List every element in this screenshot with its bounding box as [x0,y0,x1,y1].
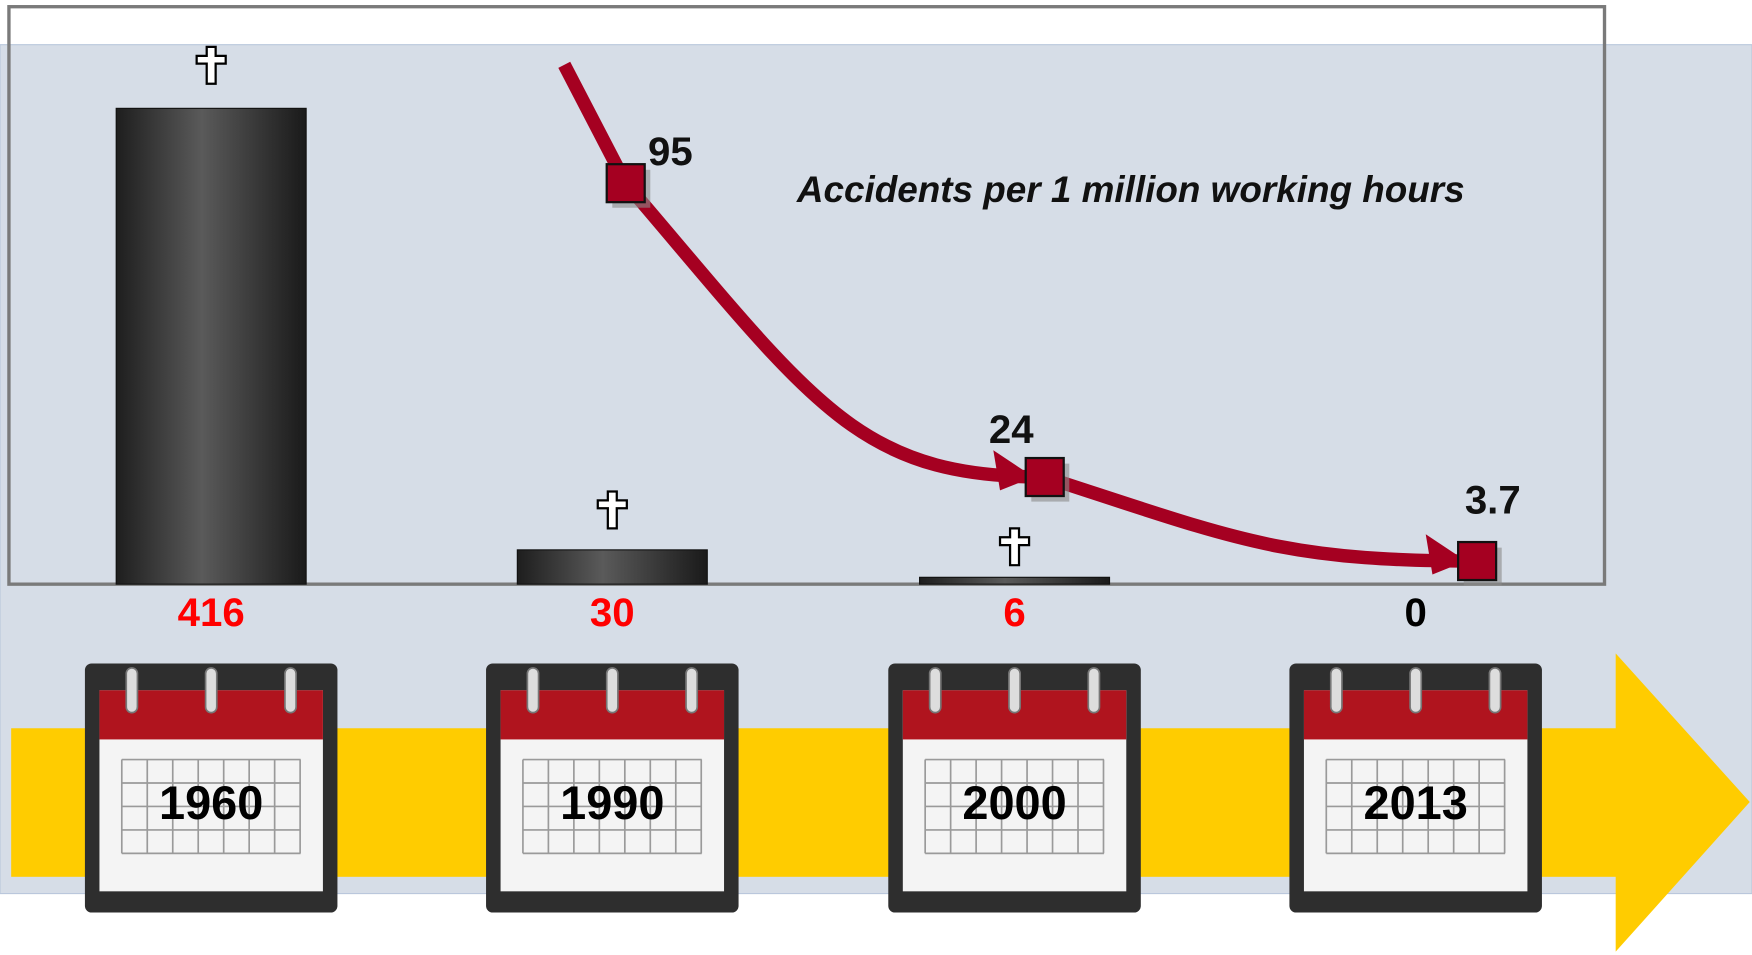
calendar-icon: 1960 [85,663,338,912]
calendar-ring [686,668,697,713]
calendar-ring [1489,668,1500,713]
page: {"chart_data": { "type": "bar", "annotat… [0,0,1752,955]
bar [517,550,707,584]
bar [116,108,306,584]
bar-value-label: 0 [1404,590,1426,635]
calendar-ring [1331,668,1342,713]
annotation: Accidents per 1 million working hours [796,169,1465,210]
line-marker [1458,542,1496,580]
line-marker [607,164,645,202]
year-label: 2013 [1363,777,1467,829]
calendar-ring [1009,668,1020,713]
calendar-ring [527,668,538,713]
year-label: 1960 [159,777,263,829]
line-value-label: 24 [989,407,1034,452]
calendar-ring [607,668,618,713]
calendar-ring [1410,668,1421,713]
bar-value-label: 416 [178,590,245,635]
calendar-icon: 1990 [486,663,739,912]
chart: Accidents per 1 million working hours 41… [0,0,1752,955]
bar-value-label: 30 [590,590,635,635]
year-label: 1990 [560,777,664,829]
line-marker [1026,458,1064,496]
line-value-label: 95 [648,129,693,174]
calendar-ring [126,668,137,713]
calendar-ring [206,668,217,713]
calendar-icon: 2013 [1289,663,1542,912]
year-label: 2000 [962,777,1066,829]
calendar-ring [930,668,941,713]
bar [920,577,1110,584]
bar-value-label: 6 [1003,590,1025,635]
calendar-ring [1088,668,1099,713]
calendar-ring [285,668,296,713]
line-value-label: 3.7 [1465,478,1521,523]
calendar-icon: 2000 [888,663,1141,912]
